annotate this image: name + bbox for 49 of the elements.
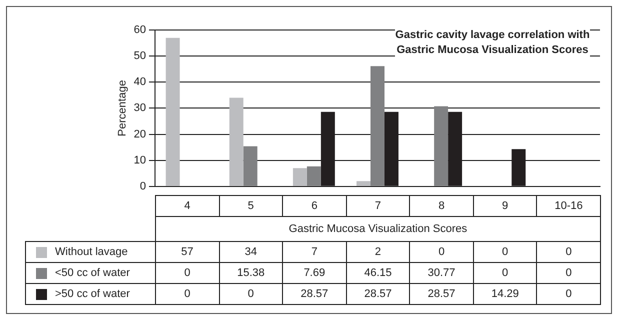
bar [292, 168, 307, 186]
x-axis-title: Gastric Mucosa Visualization Scores [156, 216, 600, 242]
data-label: 30.77 [410, 262, 474, 284]
data-label: 0 [156, 262, 220, 284]
data-label: 57 [156, 242, 220, 262]
bar [370, 66, 384, 186]
data-label: 0 [473, 262, 537, 284]
legend-label: Without lavage [26, 242, 156, 262]
y-tick-label: 30 [134, 102, 146, 114]
data-label: 2 [346, 242, 410, 262]
y-tick-label: 60 [134, 24, 146, 36]
bar [434, 106, 448, 186]
bar [356, 181, 371, 186]
data-label: 7 [282, 242, 346, 262]
data-label: 0 [536, 242, 600, 262]
legend-label: <50 cc of water [26, 262, 156, 284]
x-tick-label: 5 [219, 196, 283, 216]
data-label: 46.15 [346, 262, 410, 284]
data-label: 0 [410, 242, 474, 262]
bar [306, 166, 321, 186]
bar [243, 146, 258, 186]
data-label: 28.57 [282, 284, 346, 304]
text: Gastric cavity lavage correlation with Gastric Mucosa Visualization Scores [395, 28, 590, 58]
data-label: 0 [219, 284, 283, 304]
data-label: 0 [536, 284, 600, 304]
y-tick-label: 40 [134, 76, 146, 88]
data-label: 28.57 [410, 284, 474, 304]
data-label: 14.29 [473, 284, 537, 304]
data-label: 15.38 [219, 262, 283, 284]
x-tick-label: 9 [473, 196, 537, 216]
y-tick-label: 20 [134, 128, 146, 140]
legend-label: >50 cc of water [26, 284, 156, 304]
data-label: 0 [156, 284, 220, 304]
data-label: 34 [219, 242, 283, 262]
data-label: 0 [536, 262, 600, 284]
data-label: 0 [473, 242, 537, 262]
data-label: 7.69 [282, 262, 346, 284]
data-label: 28.57 [346, 284, 410, 304]
x-tick-label: 8 [410, 196, 474, 216]
y-axis-title: Percentage [116, 80, 129, 136]
x-tick-label: 4 [156, 196, 220, 216]
x-tick-label: 10-16 [536, 196, 600, 216]
y-tick-label: 0 [140, 180, 146, 192]
x-tick-label: 6 [282, 196, 346, 216]
bar [229, 98, 244, 186]
bar [166, 38, 180, 186]
y-tick-label: 10 [134, 154, 146, 166]
x-tick-label: 7 [346, 196, 410, 216]
y-tick-label: 50 [134, 50, 146, 62]
